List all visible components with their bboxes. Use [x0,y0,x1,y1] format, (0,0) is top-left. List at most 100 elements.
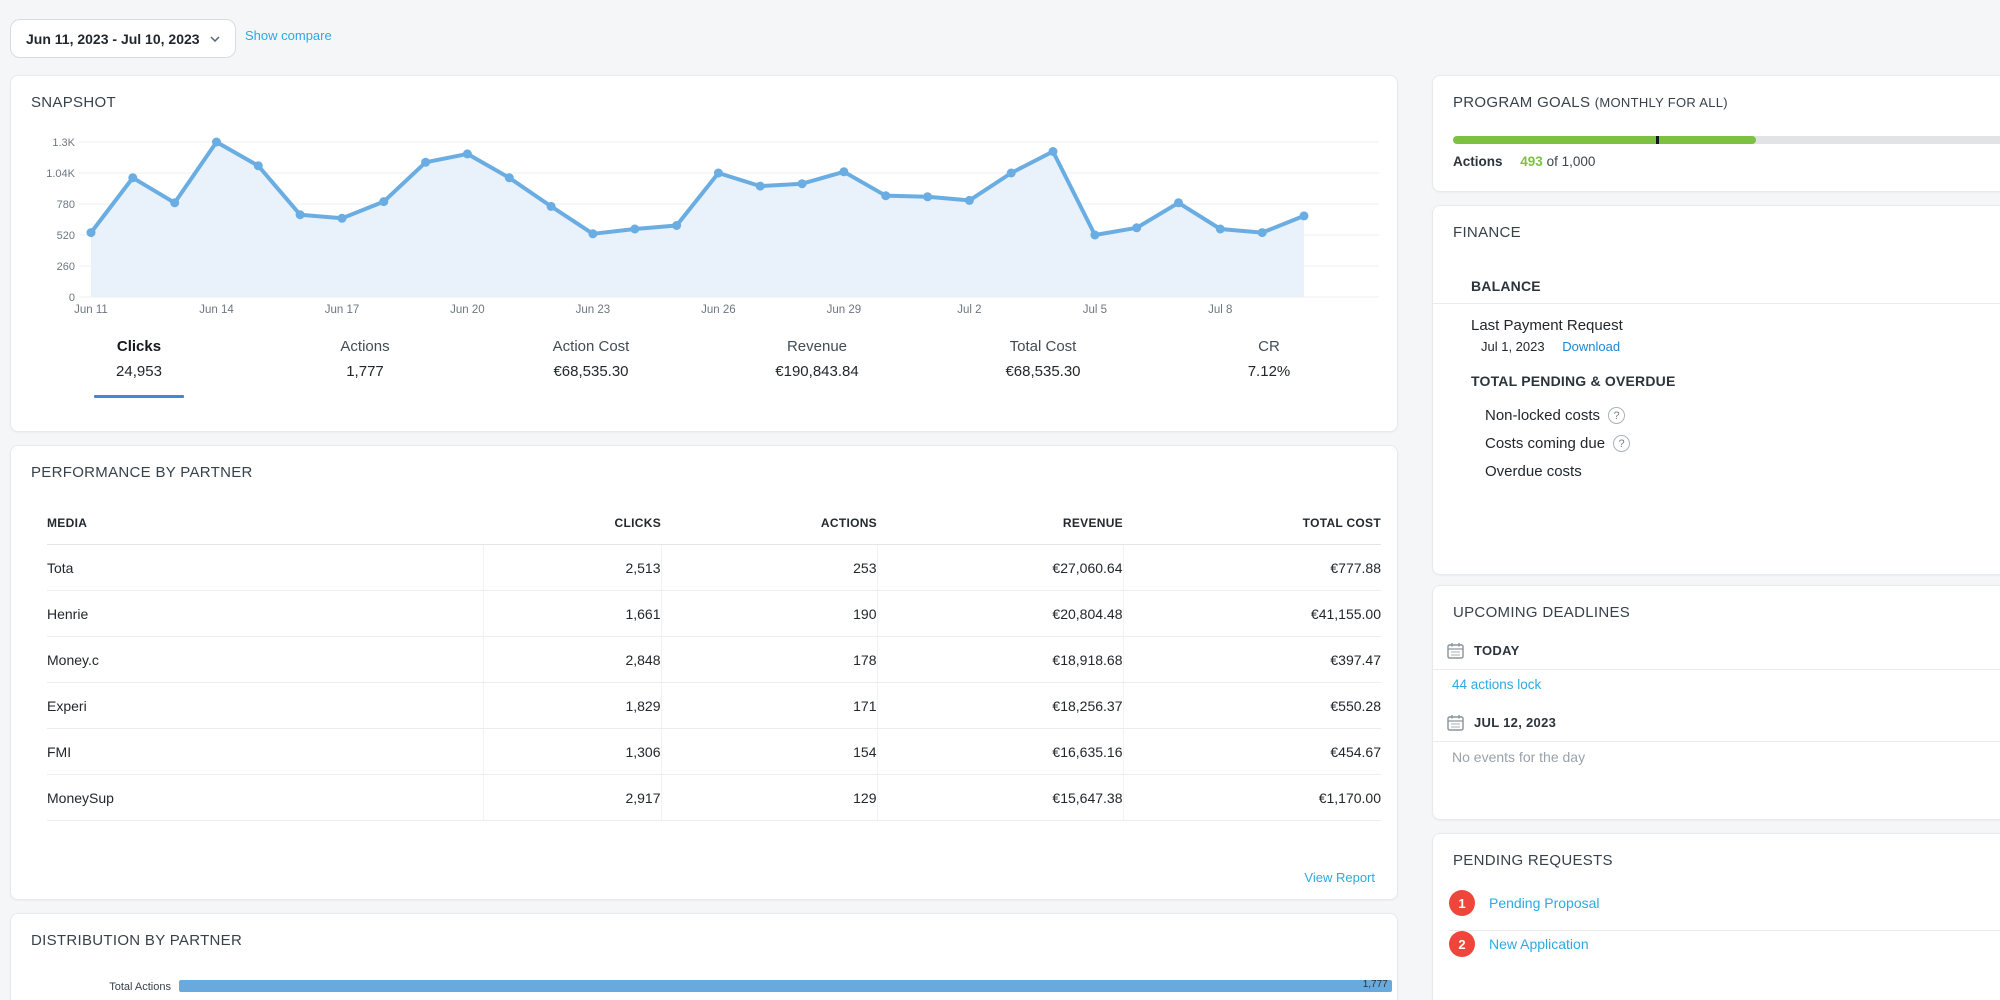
performance-table: MEDIA CLICKS ACTIONS REVENUE TOTAL COST … [47,504,1381,821]
table-row: Henrie 1,661 190 €20,804.48 €41,155.00 [47,591,1381,637]
last-payment-date-row: Jul 1, 2023 Download [1481,339,1620,354]
deadline-no-events-text: No events for the day [1452,749,1585,765]
metric-tab-total-cost[interactable]: Total Cost €68,535.30 [930,338,1156,398]
finance-card: FINANCE BALANCE Last Payment Request Jul… [1432,205,2000,575]
total-cost-cell: €550.28 [1123,683,1381,729]
date-range-picker[interactable]: Jun 11, 2023 - Jul 10, 2023 [10,19,236,58]
count-badge: 1 [1449,890,1475,916]
revenue-cell: €20,804.48 [877,591,1123,637]
last-payment-request-label: Last Payment Request [1471,317,1623,334]
pending-request-item[interactable]: 2 New Application [1449,931,1589,957]
svg-text:Jun 29: Jun 29 [827,304,862,316]
show-compare-link[interactable]: Show compare [245,28,332,43]
snapshot-line-chart: 02605207801.04K1.3KJun 11Jun 14Jun 17Jun… [31,116,1379,321]
help-icon[interactable]: ? [1608,407,1625,424]
total-cost-cell: €41,155.00 [1123,591,1381,637]
performance-title: PERFORMANCE BY PARTNER [31,464,253,481]
clicks-cell: 2,513 [483,545,661,591]
col-header-total-cost: TOTAL COST [1123,504,1381,545]
distribution-title: DISTRIBUTION BY PARTNER [31,932,242,949]
total-cost-cell: €777.88 [1123,545,1381,591]
clicks-cell: 1,829 [483,683,661,729]
col-header-media: MEDIA [47,504,483,545]
divider [1433,303,2000,304]
revenue-cell: €15,647.38 [877,775,1123,821]
deadlines-title: UPCOMING DEADLINES [1453,604,1630,621]
partner-name: FMI [47,729,483,775]
partner-name: Henrie [47,591,483,637]
pending-request-link[interactable]: Pending Proposal [1489,895,1600,911]
col-header-revenue: REVENUE [877,504,1123,545]
metric-tab-actions[interactable]: Actions 1,777 [252,338,478,398]
svg-text:520: 520 [57,230,75,242]
col-header-clicks: CLICKS [483,504,661,545]
svg-text:Jul 2: Jul 2 [957,304,981,316]
total-pending-overdue-heading: TOTAL PENDING & OVERDUE [1471,373,1676,389]
program-goals-subtitle: (MONTHLY FOR ALL) [1595,95,1728,110]
calendar-icon [1447,642,1464,659]
goal-metric-label: Actions [1453,154,1503,169]
deadline-event-link[interactable]: 44 actions lock [1452,677,1541,692]
upcoming-deadlines-card: UPCOMING DEADLINES TODAY 44 actions lock… [1432,585,2000,820]
svg-text:260: 260 [57,261,75,273]
goal-target-value: of 1,000 [1547,154,1596,169]
distribution-by-partner-card: DISTRIBUTION BY PARTNER Total Actions 1,… [10,913,1398,1000]
goal-progress-fill [1453,136,1756,144]
pending-request-item[interactable]: 1 Pending Proposal [1449,890,1600,916]
svg-text:780: 780 [57,199,75,211]
deadline-group-today: TODAY [1447,642,1520,659]
total-cost-cell: €397.47 [1123,637,1381,683]
balance-heading: BALANCE [1471,278,1541,294]
pending-request-link[interactable]: New Application [1489,936,1589,952]
program-goals-title: PROGRAM GOALS (MONTHLY FOR ALL) [1453,94,1728,111]
view-report-link[interactable]: View Report [1304,870,1375,885]
distribution-bar-row: Total Actions 1,777 [11,980,1397,994]
finance-item-coming-due: Costs coming due ? [1485,435,1630,452]
revenue-cell: €16,635.16 [877,729,1123,775]
download-link[interactable]: Download [1562,339,1620,354]
revenue-cell: €18,256.37 [877,683,1123,729]
total-cost-cell: €1,170.00 [1123,775,1381,821]
finance-item-non-locked: Non-locked costs ? [1485,407,1625,424]
program-goals-card: PROGRAM GOALS (MONTHLY FOR ALL) Actions … [1432,75,2000,192]
last-payment-date: Jul 1, 2023 [1481,339,1545,354]
svg-text:Jul 8: Jul 8 [1208,304,1232,316]
table-header-row: MEDIA CLICKS ACTIONS REVENUE TOTAL COST [47,504,1381,545]
metric-tab-clicks[interactable]: Clicks 24,953 [26,338,252,398]
distribution-bar-value: 1,777 [1363,979,1388,990]
metric-tab-cr[interactable]: CR 7.12% [1156,338,1382,398]
goal-current-value: 493 [1520,154,1543,169]
total-cost-cell: €454.67 [1123,729,1381,775]
help-icon[interactable]: ? [1613,435,1630,452]
divider [1433,669,2000,670]
metric-tab-revenue[interactable]: Revenue €190,843.84 [704,338,930,398]
goal-progress-track [1453,136,2000,144]
metric-tab-action-cost[interactable]: Action Cost €68,535.30 [478,338,704,398]
actions-cell: 253 [661,545,877,591]
revenue-cell: €18,918.68 [877,637,1123,683]
actions-cell: 171 [661,683,877,729]
svg-text:0: 0 [69,292,75,304]
deadline-group-jul-12: JUL 12, 2023 [1447,714,1556,731]
clicks-cell: 2,917 [483,775,661,821]
svg-text:Jun 20: Jun 20 [450,304,485,316]
svg-text:Jun 14: Jun 14 [199,304,234,316]
actions-cell: 190 [661,591,877,637]
distribution-bar: 1,777 [179,980,1392,992]
clicks-cell: 2,848 [483,637,661,683]
partner-name: Money.c [47,637,483,683]
finance-title: FINANCE [1453,224,1521,241]
clicks-cell: 1,306 [483,729,661,775]
calendar-icon [1447,714,1464,731]
table-row: MoneySup 2,917 129 €15,647.38 €1,170.00 [47,775,1381,821]
pending-requests-card: PENDING REQUESTS 1 Pending Proposal 2 Ne… [1432,833,2000,1000]
count-badge: 2 [1449,931,1475,957]
goal-progress-text: Actions 493 of 1,000 [1453,154,1595,169]
selected-tab-underline [94,395,184,398]
pending-requests-title: PENDING REQUESTS [1453,852,1613,869]
col-header-actions: ACTIONS [661,504,877,545]
partner-name: MoneySup [47,775,483,821]
snapshot-title: SNAPSHOT [31,94,116,111]
deadline-date-label: TODAY [1474,643,1520,658]
deadline-date-label: JUL 12, 2023 [1474,715,1556,730]
